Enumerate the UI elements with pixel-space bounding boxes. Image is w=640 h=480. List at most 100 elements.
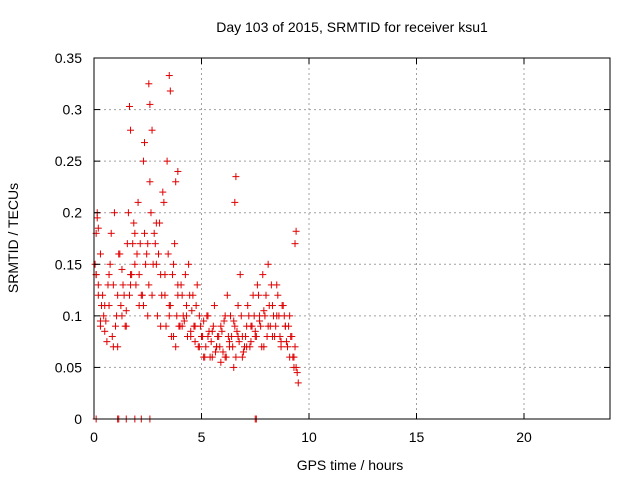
data-point	[174, 291, 182, 299]
data-point	[174, 167, 182, 175]
data-point	[208, 353, 216, 361]
axis-ticks: 0 0.05 0.1 0.15 0.2 0.25 0.3 0.35 0 5 10 15 20	[55, 50, 610, 445]
data-point	[139, 302, 147, 310]
y-tick-label: 0	[74, 411, 82, 427]
data-point	[145, 281, 153, 289]
y-tick-label: 0.05	[55, 359, 82, 375]
data-point	[209, 322, 217, 330]
data-point	[146, 178, 154, 186]
data-point	[231, 322, 239, 330]
data-point	[231, 198, 239, 206]
data-point	[148, 291, 156, 299]
data-point	[122, 322, 130, 330]
data-point	[118, 265, 126, 273]
data-point	[156, 219, 164, 227]
data-point	[291, 343, 299, 351]
data-point	[281, 322, 289, 330]
data-point	[181, 271, 189, 279]
data-point	[205, 327, 213, 335]
data-point	[286, 353, 294, 361]
data-point	[117, 302, 125, 310]
data-point	[217, 322, 225, 330]
data-point	[188, 307, 196, 315]
data-point	[265, 302, 273, 310]
data-point	[195, 343, 203, 351]
data-point	[122, 307, 130, 315]
data-point	[280, 312, 288, 320]
data-point	[127, 281, 135, 289]
data-point	[141, 139, 149, 147]
data-point	[94, 224, 102, 232]
data-point	[257, 322, 265, 330]
data-point	[165, 312, 173, 320]
data-point	[182, 312, 190, 320]
data-point	[213, 343, 221, 351]
grid-lines	[94, 58, 610, 419]
data-point	[202, 343, 210, 351]
data-point	[223, 291, 231, 299]
data-point	[127, 126, 135, 134]
data-point	[293, 369, 301, 377]
data-point	[251, 332, 259, 340]
data-point	[133, 250, 141, 258]
data-point	[119, 281, 127, 289]
data-point	[131, 260, 139, 268]
data-point	[259, 271, 267, 279]
data-point	[224, 332, 232, 340]
data-point	[277, 343, 285, 351]
data-point	[204, 332, 212, 340]
data-point	[172, 343, 180, 351]
data-point	[244, 302, 252, 310]
data-point	[109, 343, 117, 351]
data-point	[218, 327, 226, 335]
x-tick-label: 20	[516, 429, 532, 445]
data-point	[200, 353, 208, 361]
data-point	[217, 358, 225, 366]
data-point	[294, 379, 302, 387]
data-point	[147, 209, 155, 217]
data-point	[242, 332, 250, 340]
data-point	[232, 353, 240, 361]
data-point	[221, 353, 229, 361]
data-point	[114, 291, 122, 299]
data-point	[125, 291, 133, 299]
data-point	[214, 332, 222, 340]
data-point	[256, 312, 264, 320]
data-point	[163, 157, 171, 165]
data-point	[264, 260, 272, 268]
data-point	[239, 348, 247, 356]
data-point	[272, 322, 280, 330]
data-point	[94, 281, 102, 289]
data-point	[192, 302, 200, 310]
data-point	[165, 302, 173, 310]
data-point	[93, 214, 101, 222]
data-point	[143, 250, 151, 258]
data-point	[186, 291, 194, 299]
data-point	[131, 229, 139, 237]
x-axis-label: GPS time / hours	[297, 457, 404, 473]
data-point	[210, 302, 218, 310]
y-tick-label: 0.2	[63, 205, 83, 221]
data-point	[124, 209, 132, 217]
data-point	[219, 348, 227, 356]
data-point	[284, 343, 291, 351]
data-point	[232, 173, 240, 181]
data-point	[128, 271, 136, 279]
x-tick-label: 15	[409, 429, 425, 445]
data-point	[104, 281, 112, 289]
data-point	[292, 227, 300, 235]
data-point	[236, 271, 244, 279]
data-point	[267, 281, 275, 289]
y-tick-label: 0.35	[55, 50, 82, 66]
data-point	[254, 291, 262, 299]
data-point	[158, 291, 166, 299]
data-point	[172, 178, 180, 186]
data-point	[235, 338, 243, 346]
data-point	[115, 250, 123, 258]
data-point	[195, 312, 203, 320]
data-point	[260, 307, 268, 315]
data-point	[287, 332, 295, 340]
data-point	[161, 271, 169, 279]
data-point	[253, 281, 261, 289]
